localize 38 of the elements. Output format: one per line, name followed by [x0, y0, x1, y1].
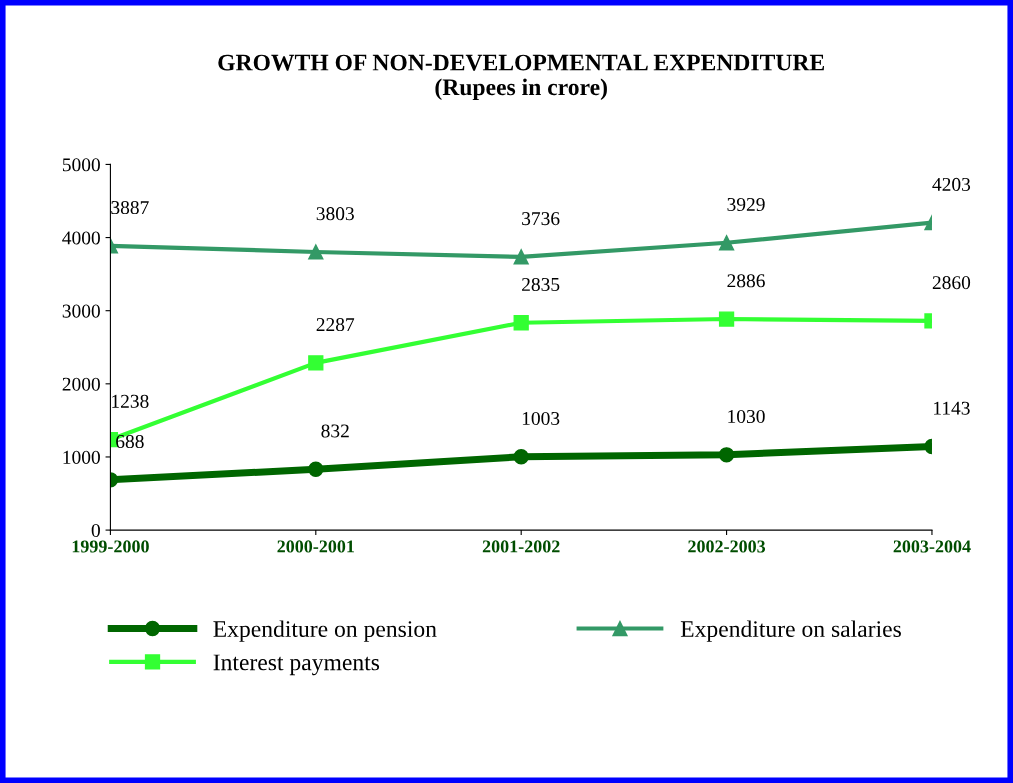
- data-label: 3736: [522, 212, 560, 226]
- chart-title: GROWTH OF NON-DEVELOPMENTAL EXPENDITURE (Rupees in crore): [218, 54, 824, 101]
- point: [513, 315, 529, 331]
- legend-label: Expenditure on salaries: [680, 620, 901, 642]
- point: [718, 235, 735, 251]
- point: [308, 244, 324, 260]
- data-label: 2886: [727, 274, 765, 288]
- point: [513, 249, 529, 265]
- legend-label: Expenditure on pension: [213, 620, 437, 642]
- data-label: 3803: [316, 207, 354, 221]
- point: [718, 311, 735, 327]
- x-tick-label: 2003-2004: [893, 540, 971, 553]
- point: [308, 461, 324, 477]
- data-label: 1143: [934, 401, 970, 415]
- x-tick-label: 2001-2002: [482, 540, 560, 553]
- point: [308, 355, 324, 371]
- data-label: 2860: [932, 276, 971, 290]
- point: [718, 447, 735, 463]
- data-label: 1238: [112, 394, 149, 408]
- data-label: 3929: [727, 197, 765, 212]
- data-label: 1030: [728, 409, 765, 424]
- data-label: 2835: [522, 277, 560, 292]
- y-tick-label: 3000: [62, 304, 100, 318]
- y-tick-label: 0: [91, 523, 100, 538]
- y-tick-label: 4000: [62, 231, 100, 245]
- legend-label: Interest payments: [213, 654, 380, 676]
- data-label: 3887: [111, 200, 149, 215]
- x-tick-label: 1999-2000: [72, 540, 149, 553]
- y-tick-label: 1000: [63, 450, 100, 464]
- data-label: 2287: [316, 317, 355, 332]
- y-tick-label: 5000: [62, 158, 100, 172]
- data-label: 832: [321, 424, 349, 438]
- x-tick-label: 2000-2001: [277, 540, 354, 553]
- data-label: 1003: [522, 411, 560, 426]
- point: [513, 449, 529, 465]
- y-tick-label: 2000: [62, 377, 100, 391]
- data-label: 4203: [932, 177, 971, 191]
- x-tick-label: 2002-2003: [688, 540, 766, 553]
